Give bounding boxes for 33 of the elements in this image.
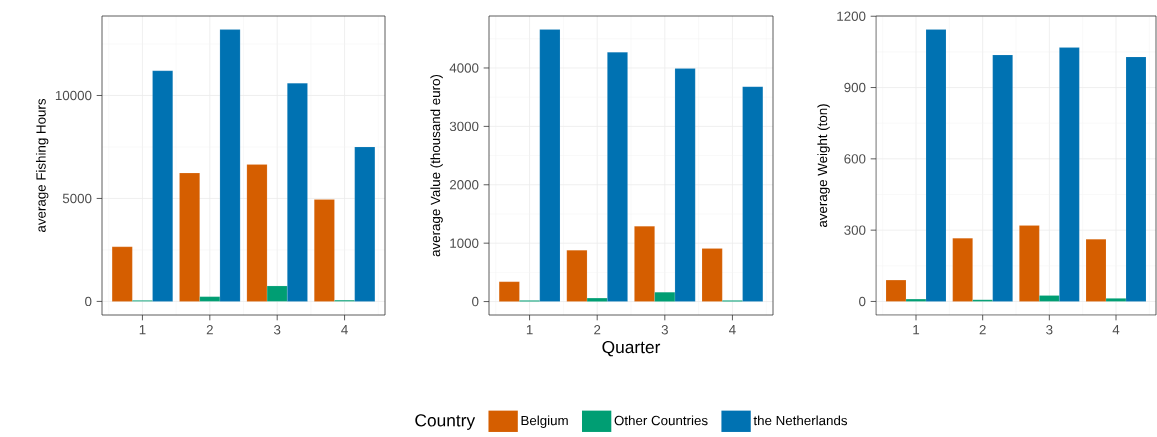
x-tick-label: 1 [913,325,920,335]
y-tick-label: 300 [844,225,866,235]
x-tick-label: 4 [729,325,736,335]
y-tick-label: 0 [859,296,866,307]
y-axis-title: average Value (thousand euro) [430,74,443,257]
x-tick-label: 3 [273,325,281,335]
x-tick-label: 2 [206,325,213,335]
legend-label: Belgium [521,415,568,428]
legend-title: Country [415,414,476,430]
y-axis-title: average Weight (ton) [817,104,830,228]
y-tick-label: 600 [844,154,866,164]
y-tick-label: 4000 [449,63,479,73]
x-tick-label: 3 [661,325,668,335]
x-tick-label: 3 [1046,325,1053,335]
legend-label: the Netherlands [753,415,848,426]
x-axis-title: Quarter [602,340,661,357]
legend-label: Other Countries [614,415,708,426]
x-tick-label: 2 [979,325,986,335]
x-tick-label: 1 [139,325,146,335]
x-tick-label: 4 [1112,325,1120,335]
y-tick-label: 0 [85,296,92,307]
y-tick-label: 1200 [837,11,866,21]
y-tick-label: 10000 [55,90,92,101]
y-tick-label: 0 [472,296,479,307]
y-tick-label: 2000 [449,180,479,190]
x-tick-label: 2 [594,325,601,335]
y-tick-label: 3000 [449,121,479,132]
y-tick-label: 5000 [62,193,92,204]
y-tick-label: 1000 [450,238,479,248]
x-tick-label: 4 [341,325,348,335]
y-tick-label: 900 [844,82,866,93]
y-axis-title: average Fishing Hours [35,98,49,233]
x-tick-label: 1 [526,325,533,335]
